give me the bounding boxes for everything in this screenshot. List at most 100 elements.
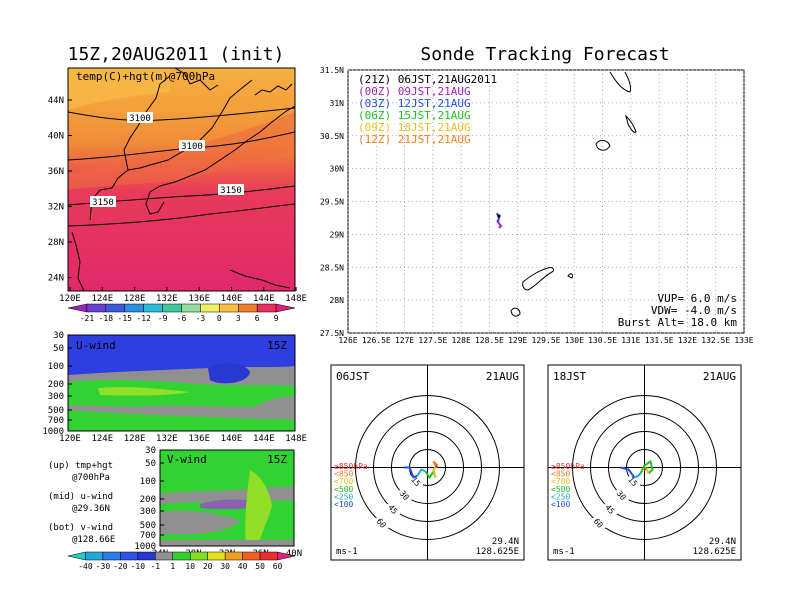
hodograph-unit: ms-1 (553, 547, 575, 557)
lon-tick-label: 129E (508, 336, 527, 345)
colorbar-swatch (259, 551, 278, 561)
ring-label-bg (614, 490, 629, 501)
colorbar-label: 10 (185, 562, 195, 571)
ring-label-bg (397, 490, 412, 501)
pressure-tick-label: 1000 (42, 427, 64, 437)
colorbar-swatch (86, 303, 107, 313)
hodograph-time: 06JST (336, 370, 369, 383)
side-note-line: (mid) u-wind (48, 492, 113, 502)
pressure-tick-label: 200 (140, 495, 156, 505)
lon-tick-label: 132E (156, 294, 178, 304)
colorbar-label: 9 (274, 314, 279, 323)
contour-label: 3150 (220, 186, 242, 196)
lon-tick-label: 148E (285, 434, 307, 444)
hodograph-trace (434, 464, 439, 469)
contour-label: 3100 (181, 142, 203, 152)
ring-label-bg (591, 517, 606, 528)
hodograph-legend-entry: <700 (334, 477, 353, 486)
legend-entry: (21Z) 06JST,21AUG2011 (358, 73, 497, 86)
colorbar-swatch (102, 551, 121, 561)
lon-tick-label: 140E (221, 434, 243, 444)
lon-tick-label: 133E (734, 336, 753, 345)
lon-tick-label: 132.5E (701, 336, 730, 345)
lat-tick-label: 28N (48, 238, 64, 248)
lon-tick-label: 130E (565, 336, 584, 345)
pressure-tick-label: 200 (48, 380, 64, 390)
lon-tick-label: 131E (621, 336, 640, 345)
hodograph-legend-entry: <500 (551, 485, 570, 494)
vup-info: VUP= 6.0 m/s (658, 292, 737, 305)
colorbar-swatch (85, 551, 104, 561)
hodograph-legend-entry: ≥850hPa (551, 462, 585, 471)
legend-entry: (06Z) 15JST,21AUG (358, 109, 471, 122)
track-ticks: 31.5N31N30.5N30N29.5N29N28.5N28N27.5N126… (320, 66, 754, 345)
hodograph-legend-entry: <500 (334, 485, 353, 494)
colorbar-swatch (207, 551, 226, 561)
lon-tick-label: 130.5E (588, 336, 617, 345)
v-wind-panel: V-wind 15Z (159, 449, 295, 547)
contour-label: 3100 (129, 114, 151, 124)
left-title: 15Z,20AUG2011 (init) (68, 44, 285, 65)
lon-tick-label: 126E (338, 336, 357, 345)
lat-tick-label: 44N (48, 96, 64, 106)
hodograph-legend-entry: <850 (334, 470, 353, 479)
lat-tick-label: 24N (48, 274, 64, 284)
lon-tick-label: 120E (59, 294, 81, 304)
colorbar-swatch (242, 551, 261, 561)
pressure-tick-label: 300 (140, 507, 156, 517)
lon-tick-label: 131.5E (645, 336, 674, 345)
hodograph-trace (620, 466, 636, 479)
pressure-tick-label: 1000 (134, 542, 156, 552)
colorbar-swatch (124, 303, 144, 313)
colorbar-swatch (143, 303, 163, 313)
hodograph-trace (643, 466, 648, 471)
temp-colorbar: -21 -18 -15 -12 -9 -6 -3 0 3 6 9 (67, 303, 296, 323)
pressure-tick-label: 700 (48, 416, 64, 426)
hodograph-trace (643, 468, 647, 472)
legend-entry: (12Z) 21JST,21AUG (358, 133, 471, 146)
hodograph-trace (432, 460, 439, 467)
lat-tick-label: 32N (48, 203, 64, 213)
hodograph-date: 21AUG (703, 370, 736, 383)
hodograph-legend-entry: <700 (551, 477, 570, 486)
lon-tick-label: 128.5E (475, 336, 504, 345)
colorbar-label: -1 (150, 562, 160, 571)
hodograph-lon: 128.625E (476, 547, 519, 557)
lon-tick-label: 148E (285, 294, 307, 304)
lon-tick-label: 124E (91, 434, 113, 444)
map-lat-ticks: 44N 40N 36N 32N 28N 24N (48, 96, 72, 284)
hodograph-trace (416, 468, 426, 477)
colorbar-label: -9 (158, 314, 168, 323)
colorbar-swatch (200, 303, 220, 313)
lon-tick-label: 128E (124, 434, 146, 444)
hodograph-legend-entry: <250 (334, 492, 353, 501)
lon-tick-label: 128E (452, 336, 471, 345)
colorbar-swatch (238, 303, 258, 313)
side-notes: (up) tmp+hgt @700hPa (mid) u-wind @29.36N (b… (48, 461, 115, 545)
v-wind-time: 15Z (267, 453, 287, 466)
u-wind-label: U-wind (76, 339, 116, 352)
pressure-tick-label: 30 (53, 331, 64, 341)
lat-tick-label: 28.5N (320, 263, 344, 272)
colorbar-label: -21 (80, 314, 95, 323)
pressure-tick-label: 50 (53, 344, 64, 354)
lat-tick-label: 40N (48, 132, 64, 142)
hodograph-legend-entry: <100 (551, 500, 570, 509)
colorbar-swatch (181, 303, 201, 313)
lon-tick-label: 136E (188, 434, 210, 444)
lon-tick-label: 140E (221, 294, 243, 304)
lon-tick-label: 128E (124, 294, 146, 304)
hodograph-lat: 29.4N (492, 537, 519, 547)
legend-entry: (09Z) 18JST,21AUG (358, 121, 471, 134)
colorbar-label: -3 (196, 314, 206, 323)
lon-tick-label: 144E (253, 434, 275, 444)
hodograph-legend-entry: <850 (551, 470, 570, 479)
side-note-line: @700hPa (72, 473, 110, 483)
hodograph-trace (403, 466, 418, 479)
colorbar-swatch (172, 551, 191, 561)
colorbar-label: -20 (113, 562, 128, 571)
colorbar-label: 30 (220, 562, 230, 571)
